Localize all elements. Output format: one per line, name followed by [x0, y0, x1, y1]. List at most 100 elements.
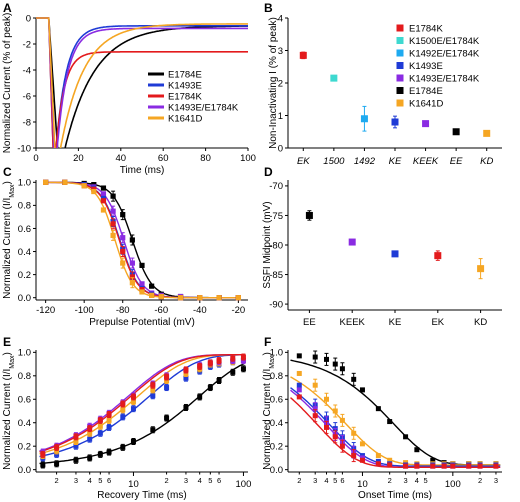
panel-f-point — [477, 463, 483, 469]
panel-e-point — [197, 394, 203, 400]
panel-c-fit-k1641d — [45, 181, 239, 299]
panel-c-point — [235, 295, 241, 301]
panel-f-fit-k1641d — [290, 376, 501, 466]
panel-e-point — [197, 363, 203, 369]
panel-b-legend-marker — [396, 37, 404, 44]
panel-e-point — [164, 374, 170, 380]
panel-b-legend-marker — [396, 24, 404, 32]
panel-e-y-label-main: Normalized Current (I/I — [2, 369, 13, 470]
panel-f-xtick-minor-label: 6 — [340, 476, 344, 485]
panel-c-point — [149, 283, 155, 289]
panel-f-point — [312, 413, 318, 419]
panel-e-point — [164, 415, 170, 421]
panel-e-point — [40, 451, 46, 457]
panel-b-ytick-label: 2 — [278, 78, 283, 89]
panel-e-point — [54, 451, 60, 457]
panel-f-point — [466, 463, 472, 469]
panel-e-point — [73, 457, 79, 463]
panel-e-point — [130, 439, 136, 444]
panel-b-label: B — [264, 1, 273, 15]
panel-c-point — [197, 295, 203, 301]
panel-f-ytick-label: 0.6 — [270, 395, 283, 406]
panel-f-point — [359, 457, 365, 463]
panel-f-y-label: Normalized Current (I/IMax) — [262, 352, 276, 470]
panel-c-chart: C 0.0 0.2 0.4 0.6 0.8 1.0 -120 -100 -80 -60 -40 -20 N… — [2, 165, 248, 328]
panel-f-point — [351, 453, 357, 459]
panel-e-point — [207, 385, 213, 391]
panel-f-point — [323, 396, 329, 402]
panel-e-point — [97, 430, 103, 436]
panel-f-point — [387, 462, 393, 468]
panel-e-point — [40, 462, 46, 468]
panel-f-fit-e1784e — [290, 359, 501, 466]
panel-f-point — [332, 434, 338, 440]
panel-b-category-label: KD — [480, 156, 493, 167]
panel-c-x-label: Prepulse Potential (mV) — [89, 317, 195, 328]
panel-f-point — [323, 424, 329, 430]
panel-e-point — [106, 449, 112, 455]
panel-b-category-label: EE — [450, 156, 463, 167]
panel-f-xtick-minor-label: 2 — [388, 476, 392, 485]
panel-c-point — [120, 212, 126, 218]
panel-f-point — [414, 447, 420, 453]
panel-a-legend-label: K1493E/E1784K — [168, 103, 239, 114]
panel-a-xtick-label: 0 — [33, 153, 38, 164]
panel-f-ytick-label: 0.0 — [270, 465, 283, 476]
panel-a-legend-label: E1784K — [168, 92, 202, 103]
panel-c-point — [120, 260, 126, 266]
panel-d-category-label: KE — [389, 317, 402, 328]
panel-d-label: D — [264, 165, 273, 179]
panel-c-y-label-close: ) — [2, 181, 13, 184]
panel-f-point — [332, 361, 338, 367]
panel-b-legend-label: K1641D — [409, 99, 443, 110]
panel-a-xtick-label: 60 — [158, 153, 169, 164]
panel-e-point — [120, 414, 126, 420]
panel-d-y-label-main: SSFI Midpoint (mV) — [262, 201, 273, 288]
panel-c-point — [81, 183, 87, 189]
panel-c-fit-k1493e_e1784k — [45, 181, 239, 299]
panel-c-point — [120, 248, 126, 255]
panel-b-legend-marker — [396, 74, 404, 82]
panel-e-xtick-minor-label: 5 — [208, 476, 212, 485]
panel-f-point — [493, 463, 499, 469]
panel-a-legend-label: K1493E — [168, 81, 202, 92]
panel-f-xtick-minor-label: 3 — [403, 476, 407, 485]
panel-e-point — [240, 366, 246, 372]
panel-c-point — [110, 221, 116, 227]
panel-e-point — [130, 394, 136, 400]
panel-e-ytick-label: 0.2 — [18, 441, 31, 452]
panel-f-point — [339, 443, 345, 449]
panel-d-category-label: EK — [431, 317, 444, 328]
panel-c-ytick-label: 1.0 — [18, 178, 31, 189]
panel-c-point — [110, 232, 116, 238]
panel-e-xtick-minor-label: 6 — [107, 476, 111, 485]
panel-e-point — [54, 461, 60, 467]
panel-f-point — [332, 408, 338, 414]
panel-c-point — [91, 188, 97, 195]
panel-e-xtick-minor-label: 2 — [164, 476, 168, 485]
panel-e-point — [164, 378, 170, 383]
panel-c-xtick-label: -100 — [75, 305, 94, 316]
panel-c-fit-e1784e — [45, 181, 239, 299]
panel-c-point — [100, 191, 107, 197]
panel-a-ytick-label: 0 — [26, 13, 31, 24]
panel-b-legend-label: E1784E — [409, 86, 443, 97]
panel-a-trace-k1641d — [36, 17, 248, 148]
panel-f-fit-e1784k — [290, 397, 501, 468]
panel-b-y-label-main: Non-Inactivating I (% of peak) — [268, 17, 279, 149]
panel-e-xtick-minor-label: 5 — [98, 476, 102, 485]
panel-b-legend-label: K1493E/E1784K — [409, 74, 480, 85]
panel-c-point — [158, 293, 164, 300]
panel-f-xtick-minor-label: 5 — [333, 476, 337, 485]
panel-d-point-k1493e_e1784k — [348, 238, 356, 246]
panel-e-point — [73, 443, 79, 449]
panel-e-point — [130, 399, 136, 405]
panel-b-point-k1493e_e1784k — [422, 120, 430, 128]
panel-e-x-label: Recovery Time (ms) — [97, 490, 186, 501]
panel-f-point — [375, 461, 381, 467]
panel-e-point — [230, 355, 236, 361]
panel-f-point — [296, 394, 302, 400]
